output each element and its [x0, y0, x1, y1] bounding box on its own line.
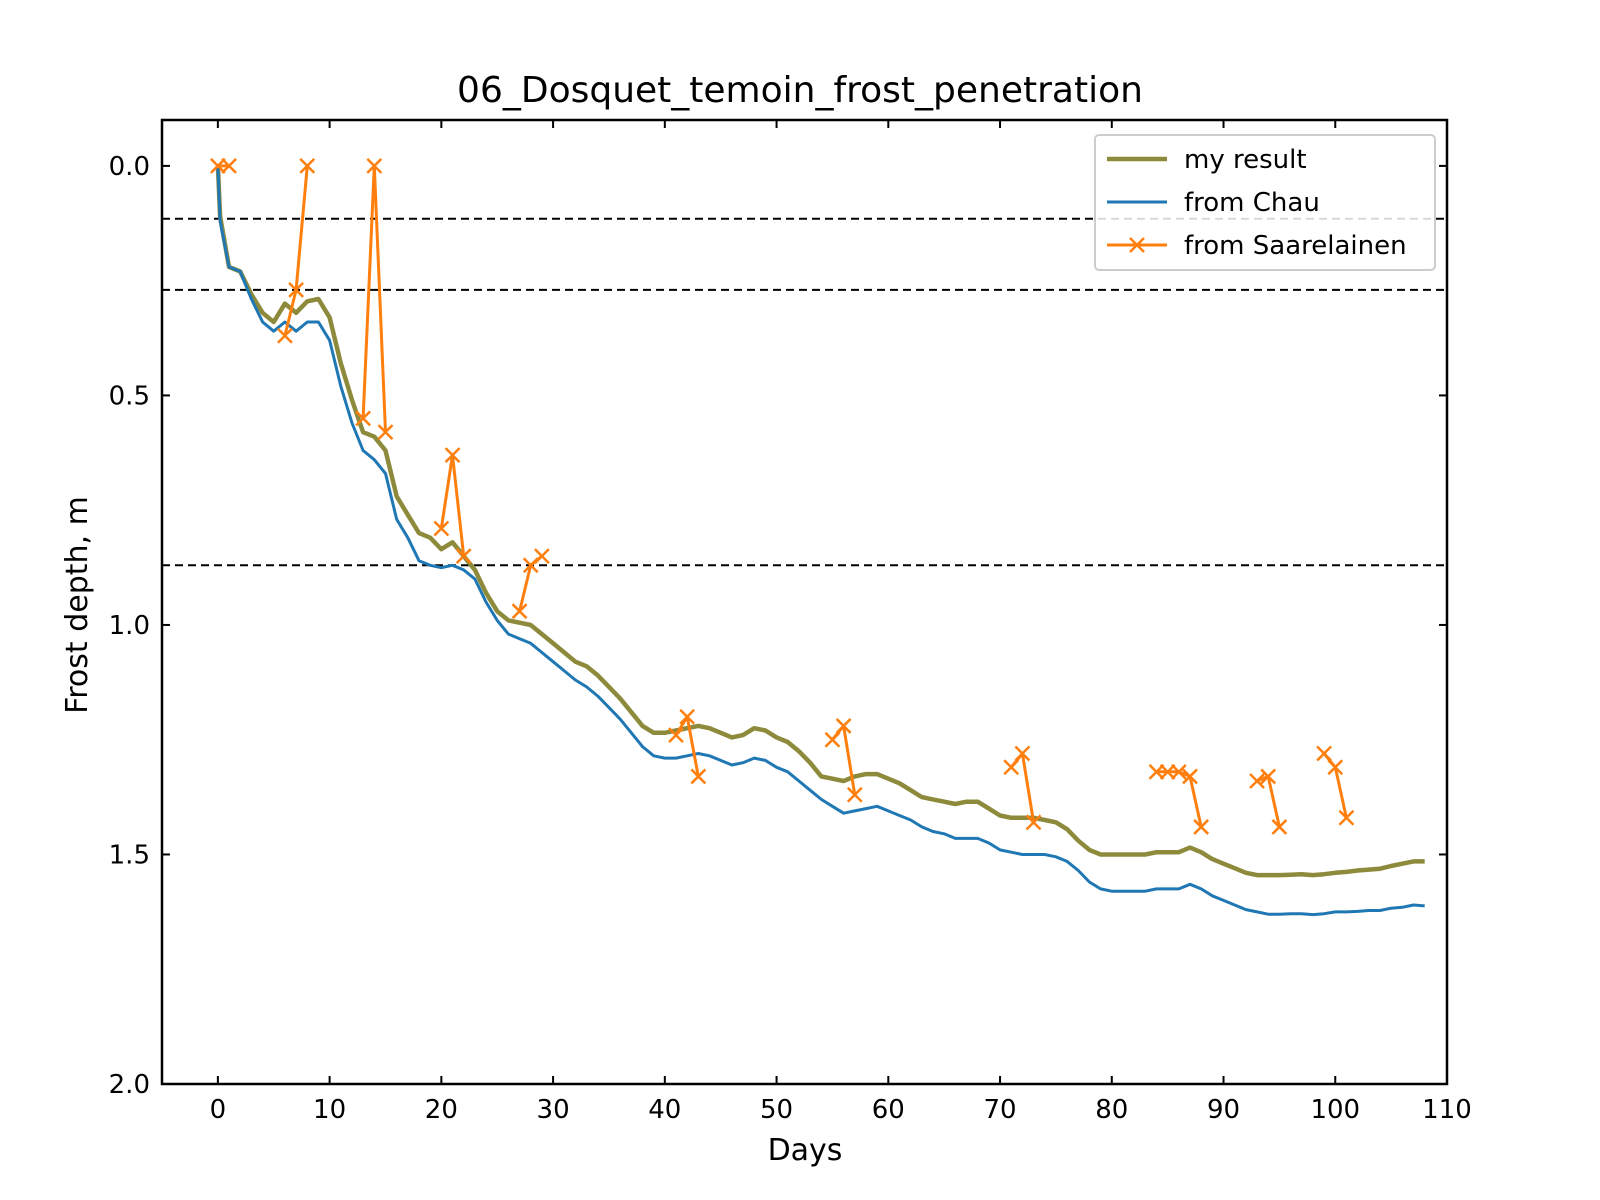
- data-point-x-marker: [1182, 768, 1198, 785]
- data-point-x-marker: [209, 158, 226, 174]
- series-line: [215, 165, 1425, 878]
- x-tick-label: 60: [872, 1095, 905, 1125]
- data-point-x-marker: [1193, 819, 1210, 835]
- data-point-x-marker: [355, 410, 372, 427]
- data-point-x-marker: [846, 786, 863, 803]
- data-point-x-marker: [511, 603, 528, 620]
- data-point-x-marker: [1249, 773, 1265, 789]
- legend-marker-icon: [1129, 237, 1145, 253]
- data-point-x-marker: [221, 158, 237, 174]
- series-line: [1322, 752, 1348, 819]
- data-point-x-marker: [1260, 768, 1277, 785]
- data-point-x-marker: [522, 557, 539, 574]
- x-axis-label: Days: [768, 1133, 843, 1168]
- series-my-result: [215, 165, 1425, 878]
- data-point-x-marker: [455, 548, 472, 564]
- x-tick-label: 110: [1422, 1095, 1472, 1125]
- data-point-x-marker: [1170, 763, 1187, 780]
- data-point-x-marker: [679, 708, 696, 725]
- x-tick-label: 80: [1095, 1095, 1128, 1125]
- data-point-x-marker: [299, 158, 316, 174]
- data-point-x-marker: [1316, 745, 1332, 762]
- legend-label: my result: [1184, 145, 1307, 175]
- data-point-x-marker: [1159, 763, 1176, 780]
- x-axis: 0 10 20 30 40 50 60 70 80 90 100 110: [210, 120, 1472, 1125]
- y-axis-label: Frost depth, m: [60, 496, 95, 714]
- x-tick-label: 50: [760, 1095, 793, 1125]
- data-point-x-marker: [277, 327, 293, 344]
- chart-title: 06_Dosquet_temoin_frost_penetration: [457, 70, 1143, 111]
- x-tick-label: 100: [1310, 1095, 1360, 1125]
- legend: my result from Chau from Saarelainen: [1094, 134, 1436, 271]
- data-point-x-marker: [1338, 809, 1355, 826]
- x-tick-label: 70: [983, 1095, 1016, 1125]
- data-point-x-marker: [534, 548, 550, 564]
- series-from-chau: [216, 165, 1425, 917]
- data-point-x-marker: [444, 447, 461, 463]
- data-point-x-marker: [824, 731, 841, 748]
- x-tick-label: 0: [210, 1095, 227, 1125]
- data-point-x-marker: [1025, 814, 1042, 831]
- legend-label: from Saarelainen: [1184, 231, 1407, 261]
- y-tick-label: 2.0: [109, 1070, 150, 1100]
- y-tick-label: 0.0: [109, 152, 150, 182]
- legend-box: [1094, 134, 1436, 271]
- data-point-x-marker: [433, 520, 450, 537]
- x-tick-label: 20: [425, 1095, 458, 1125]
- data-point-x-marker: [1003, 759, 1020, 776]
- y-tick-label: 1.5: [109, 840, 150, 870]
- x-tick-label: 90: [1207, 1095, 1240, 1125]
- data-point-x-marker: [1148, 763, 1165, 780]
- data-point-x-marker: [377, 424, 394, 441]
- x-tick-label: 10: [313, 1095, 346, 1125]
- series-group: [209, 158, 1425, 917]
- y-axis: 0.0 0.5 1.0 1.5 2.0: [109, 152, 1447, 1100]
- y-tick-label: 0.5: [109, 381, 150, 411]
- series-line: [216, 165, 1425, 917]
- data-point-x-marker: [690, 768, 707, 785]
- data-point-x-marker: [1014, 745, 1031, 762]
- series-line: [361, 164, 387, 433]
- plot-frame: [160, 118, 1449, 1086]
- series-from-saarelainen: [209, 158, 1355, 835]
- data-point-x-marker: [288, 281, 304, 298]
- x-tick-label: 30: [537, 1095, 570, 1125]
- data-point-x-marker: [835, 718, 852, 734]
- data-point-x-marker: [366, 158, 383, 174]
- x-tick-label: 40: [648, 1095, 681, 1125]
- legend-label: from Chau: [1184, 188, 1320, 218]
- data-point-x-marker: [1327, 759, 1344, 776]
- data-point-x-marker: [1271, 819, 1288, 835]
- data-point-x-marker: [668, 727, 684, 744]
- y-tick-label: 1.0: [109, 611, 150, 641]
